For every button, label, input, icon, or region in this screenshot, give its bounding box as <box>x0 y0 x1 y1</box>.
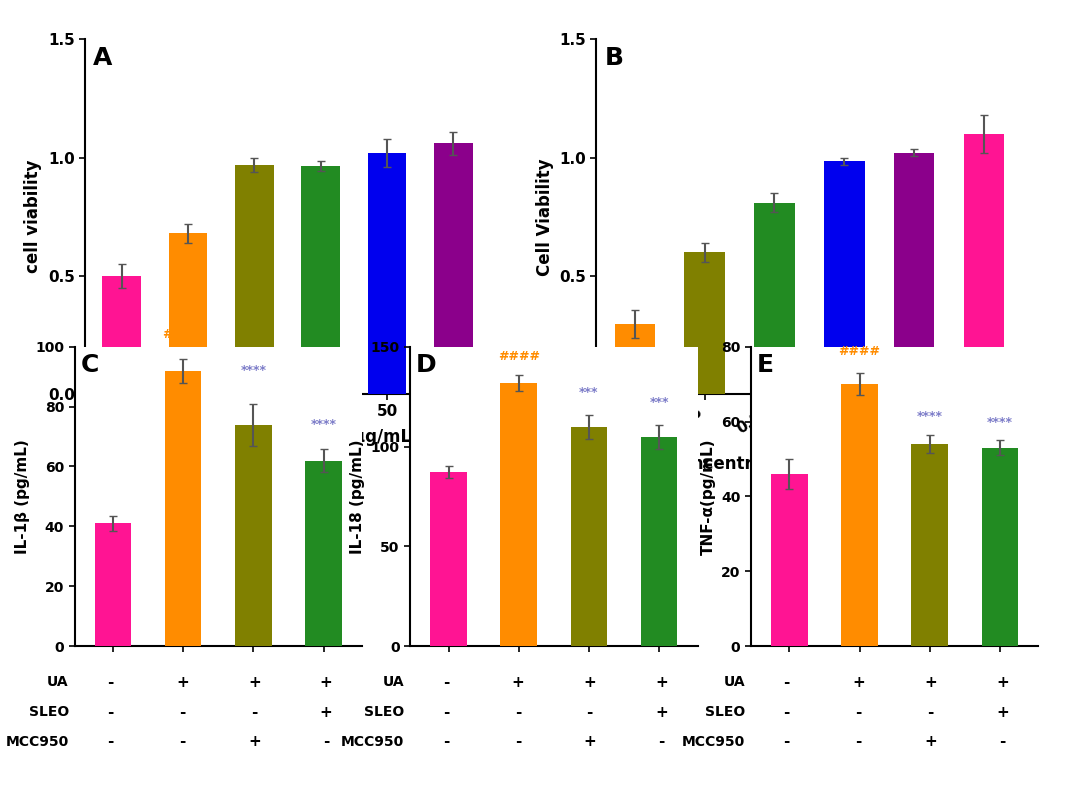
Text: -: - <box>443 704 449 719</box>
Bar <box>235 165 274 394</box>
Text: +: + <box>655 704 668 719</box>
Bar <box>982 448 1018 646</box>
Y-axis label: IL-1β (pg/mL): IL-1β (pg/mL) <box>15 439 30 554</box>
Text: ***: *** <box>650 396 669 409</box>
Text: -: - <box>855 734 862 749</box>
Bar <box>615 325 655 394</box>
Bar <box>912 444 948 646</box>
Text: -: - <box>514 734 521 749</box>
Text: MCC950: MCC950 <box>682 735 746 749</box>
Text: -: - <box>928 704 934 719</box>
Text: -: - <box>784 675 790 690</box>
Text: -: - <box>658 734 665 749</box>
Text: +: + <box>924 675 937 690</box>
Text: ****: **** <box>917 411 943 423</box>
Text: +: + <box>996 704 1009 719</box>
Bar <box>841 385 878 646</box>
Bar <box>367 153 407 394</box>
Text: -: - <box>443 675 449 690</box>
Text: UA: UA <box>382 675 405 689</box>
Bar <box>235 425 272 646</box>
Text: D: D <box>415 353 437 377</box>
Bar <box>168 233 208 394</box>
Text: +: + <box>176 675 189 690</box>
Bar <box>165 370 201 646</box>
Text: SLEO: SLEO <box>364 705 405 719</box>
X-axis label: Concentration of SLEO(μL/mL): Concentration of SLEO(μL/mL) <box>668 455 951 474</box>
Text: ####: #### <box>497 350 540 362</box>
Bar <box>894 153 934 394</box>
Text: ***: *** <box>579 385 599 399</box>
Text: -: - <box>251 704 258 719</box>
Text: E: E <box>756 353 773 377</box>
Text: SLEO: SLEO <box>29 705 69 719</box>
Text: -: - <box>855 704 862 719</box>
Text: +: + <box>511 675 524 690</box>
Bar <box>641 437 677 646</box>
Text: -: - <box>784 704 790 719</box>
Text: MCC950: MCC950 <box>341 735 405 749</box>
Text: +: + <box>248 734 261 749</box>
Text: -: - <box>999 734 1005 749</box>
Bar <box>95 523 131 646</box>
Bar <box>306 460 342 646</box>
Text: ****: **** <box>987 416 1013 429</box>
Bar <box>435 143 473 394</box>
Text: +: + <box>852 675 865 690</box>
Text: +: + <box>320 675 332 690</box>
Text: C: C <box>80 353 99 377</box>
X-axis label: Concentration of UA（μg/mL）: Concentration of UA（μg/mL） <box>154 428 421 446</box>
Text: -: - <box>784 734 790 749</box>
Text: UA: UA <box>47 675 69 689</box>
Y-axis label: TNF-α(pg/mL): TNF-α(pg/mL) <box>701 438 716 555</box>
Text: -: - <box>514 704 521 719</box>
Bar <box>771 474 807 646</box>
Bar <box>430 473 466 646</box>
Text: -: - <box>108 704 114 719</box>
Text: ****: **** <box>311 418 337 430</box>
Bar <box>685 252 725 394</box>
Text: ****: **** <box>241 364 266 377</box>
Bar <box>964 134 1004 394</box>
Text: ####: #### <box>162 328 204 340</box>
Text: +: + <box>320 704 332 719</box>
Text: UA: UA <box>723 675 746 689</box>
Text: B: B <box>605 46 624 70</box>
Text: -: - <box>323 734 329 749</box>
Text: +: + <box>584 734 596 749</box>
Y-axis label: Cell Viability: Cell Viability <box>536 158 554 276</box>
Bar <box>571 426 607 646</box>
Bar <box>824 162 865 394</box>
Bar <box>102 276 141 394</box>
Y-axis label: cell viability: cell viability <box>24 160 43 273</box>
Text: -: - <box>108 734 114 749</box>
Text: ####: #### <box>838 345 881 358</box>
Y-axis label: IL-18 (pg/mL): IL-18 (pg/mL) <box>350 439 365 554</box>
Bar <box>501 383 537 646</box>
Text: -: - <box>443 734 449 749</box>
Text: MCC950: MCC950 <box>5 735 69 749</box>
Text: -: - <box>108 675 114 690</box>
Text: -: - <box>179 734 185 749</box>
Text: +: + <box>924 734 937 749</box>
Text: -: - <box>587 704 593 719</box>
Text: +: + <box>655 675 668 690</box>
Bar <box>754 203 794 394</box>
Text: +: + <box>248 675 261 690</box>
Text: +: + <box>584 675 596 690</box>
Text: A: A <box>94 46 113 70</box>
Bar <box>301 166 340 394</box>
Text: SLEO: SLEO <box>705 705 746 719</box>
Text: -: - <box>179 704 185 719</box>
Text: +: + <box>996 675 1009 690</box>
